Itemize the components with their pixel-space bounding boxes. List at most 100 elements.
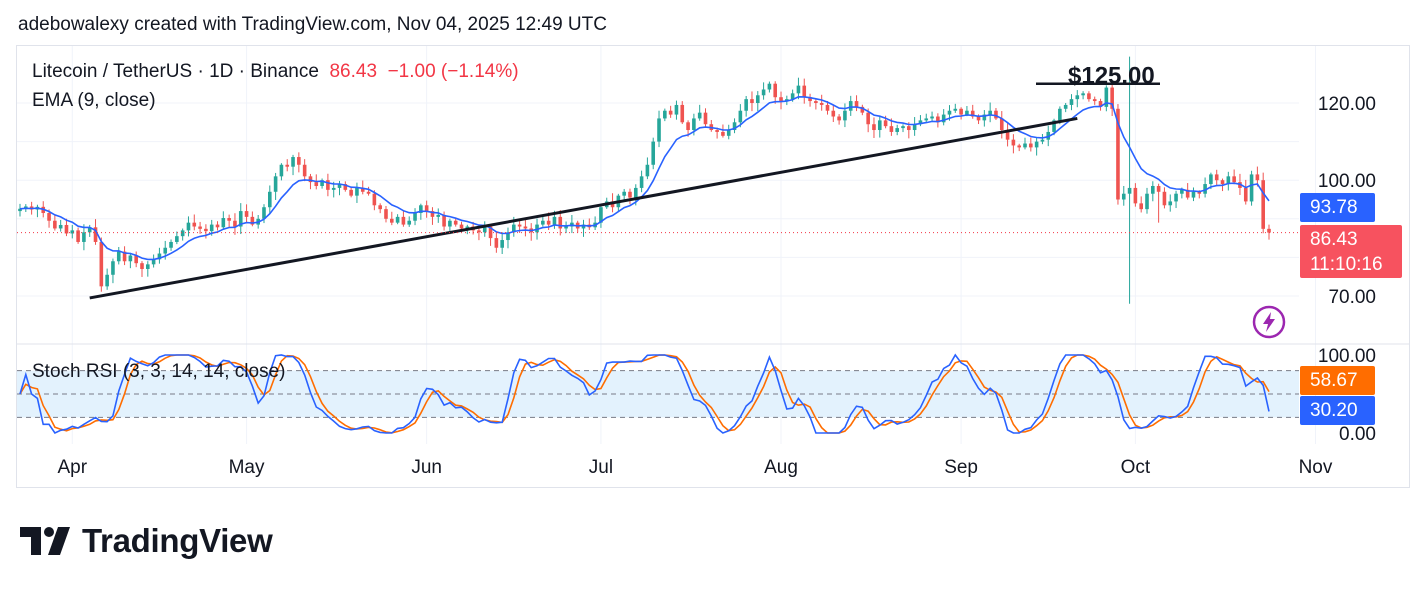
ema-line: [19, 95, 1270, 261]
candle: [99, 237, 104, 292]
candle: [941, 109, 946, 126]
candle-body: [976, 116, 981, 121]
candle: [581, 219, 586, 237]
candle-body: [907, 126, 911, 131]
candle: [744, 95, 748, 117]
candle-body: [825, 104, 830, 111]
candle-body: [895, 128, 900, 132]
candle-body: [395, 216, 400, 223]
tradingview-logo[interactable]: TradingView: [20, 522, 273, 560]
candle-body: [244, 211, 249, 217]
candle-body: [209, 224, 214, 232]
candle: [285, 159, 290, 172]
candle: [1232, 169, 1236, 185]
candle: [831, 105, 836, 122]
candle-body: [448, 220, 452, 227]
candle: [413, 208, 417, 226]
candle: [1110, 83, 1114, 117]
legend-last-price: 86.43: [329, 61, 378, 82]
candle: [651, 137, 656, 170]
candle-body: [1023, 143, 1027, 148]
candle: [738, 104, 743, 128]
candle: [761, 82, 766, 100]
candle-body: [773, 83, 778, 98]
candle-body: [477, 230, 481, 233]
candle-body: [151, 259, 156, 265]
candle: [1075, 90, 1080, 108]
candle: [1063, 102, 1068, 113]
candle-body: [1017, 145, 1022, 148]
candle-body: [1209, 174, 1213, 185]
stoch-rsi-d-badge: 58.67: [1300, 366, 1375, 395]
candle-body: [273, 176, 278, 192]
candle: [779, 91, 783, 110]
price-axis-tick: 120.00: [1318, 94, 1376, 115]
candle-body: [686, 122, 690, 131]
candle-body: [1261, 180, 1265, 229]
candle-body: [227, 218, 231, 221]
candle: [128, 252, 133, 269]
candle: [134, 251, 138, 268]
candle-body: [1197, 191, 1202, 194]
candle-body: [140, 263, 144, 269]
candle-body: [657, 118, 661, 142]
candle-body: [436, 214, 441, 217]
candle-body: [465, 226, 470, 229]
candle: [424, 200, 429, 218]
candle: [709, 119, 714, 132]
candle-body: [715, 130, 719, 132]
candle: [506, 227, 510, 249]
candle-body: [285, 164, 290, 167]
candle-body: [320, 180, 324, 186]
candle-body: [808, 97, 812, 102]
symbol-legend[interactable]: Litecoin / TetherUS · 1D · Binance 86.43…: [32, 61, 519, 83]
candle-body: [1133, 187, 1138, 204]
candle: [1191, 187, 1196, 202]
candle: [1023, 137, 1027, 150]
candle: [523, 219, 528, 237]
candle: [755, 91, 760, 112]
time-axis-tick: Sep: [944, 457, 978, 478]
candle-body: [558, 216, 563, 229]
candle-body: [912, 124, 917, 131]
candle: [1203, 177, 1207, 198]
last-price-value: 86.43: [1310, 229, 1358, 250]
time-axis-tick: Jul: [589, 457, 613, 478]
candle-body: [959, 108, 963, 115]
candle: [47, 209, 51, 228]
candle-body: [302, 164, 307, 177]
candle: [1127, 56, 1132, 304]
candle: [482, 221, 487, 237]
candle: [1017, 143, 1022, 152]
candle-body: [866, 112, 870, 125]
lightning-icon[interactable]: [1252, 305, 1286, 339]
stoch-rsi-legend[interactable]: Stoch RSI (3, 3, 14, 14, close): [32, 361, 286, 382]
candle-body: [982, 114, 987, 121]
candle: [1249, 170, 1254, 206]
candle-body: [761, 89, 766, 96]
candle: [1034, 137, 1039, 156]
candle-body: [1104, 87, 1109, 107]
candle: [76, 227, 80, 244]
candle: [901, 124, 905, 133]
candle: [657, 110, 661, 148]
candle-body: [901, 126, 905, 129]
candle-body: [796, 85, 801, 94]
candle-body: [726, 130, 731, 136]
candle-body: [889, 126, 894, 132]
candle-body: [146, 264, 150, 269]
candle: [180, 228, 185, 241]
candle: [122, 246, 127, 266]
candle: [227, 214, 231, 228]
ema-legend[interactable]: EMA (9, close): [32, 90, 156, 111]
candle-body: [564, 226, 568, 229]
candle: [854, 95, 859, 112]
candle-body: [192, 222, 197, 227]
candle: [529, 223, 534, 241]
candle-body: [122, 251, 127, 262]
chart-frame[interactable]: [16, 45, 1410, 488]
candle: [837, 114, 841, 125]
candle-body: [360, 187, 365, 192]
candle-body: [355, 187, 359, 196]
